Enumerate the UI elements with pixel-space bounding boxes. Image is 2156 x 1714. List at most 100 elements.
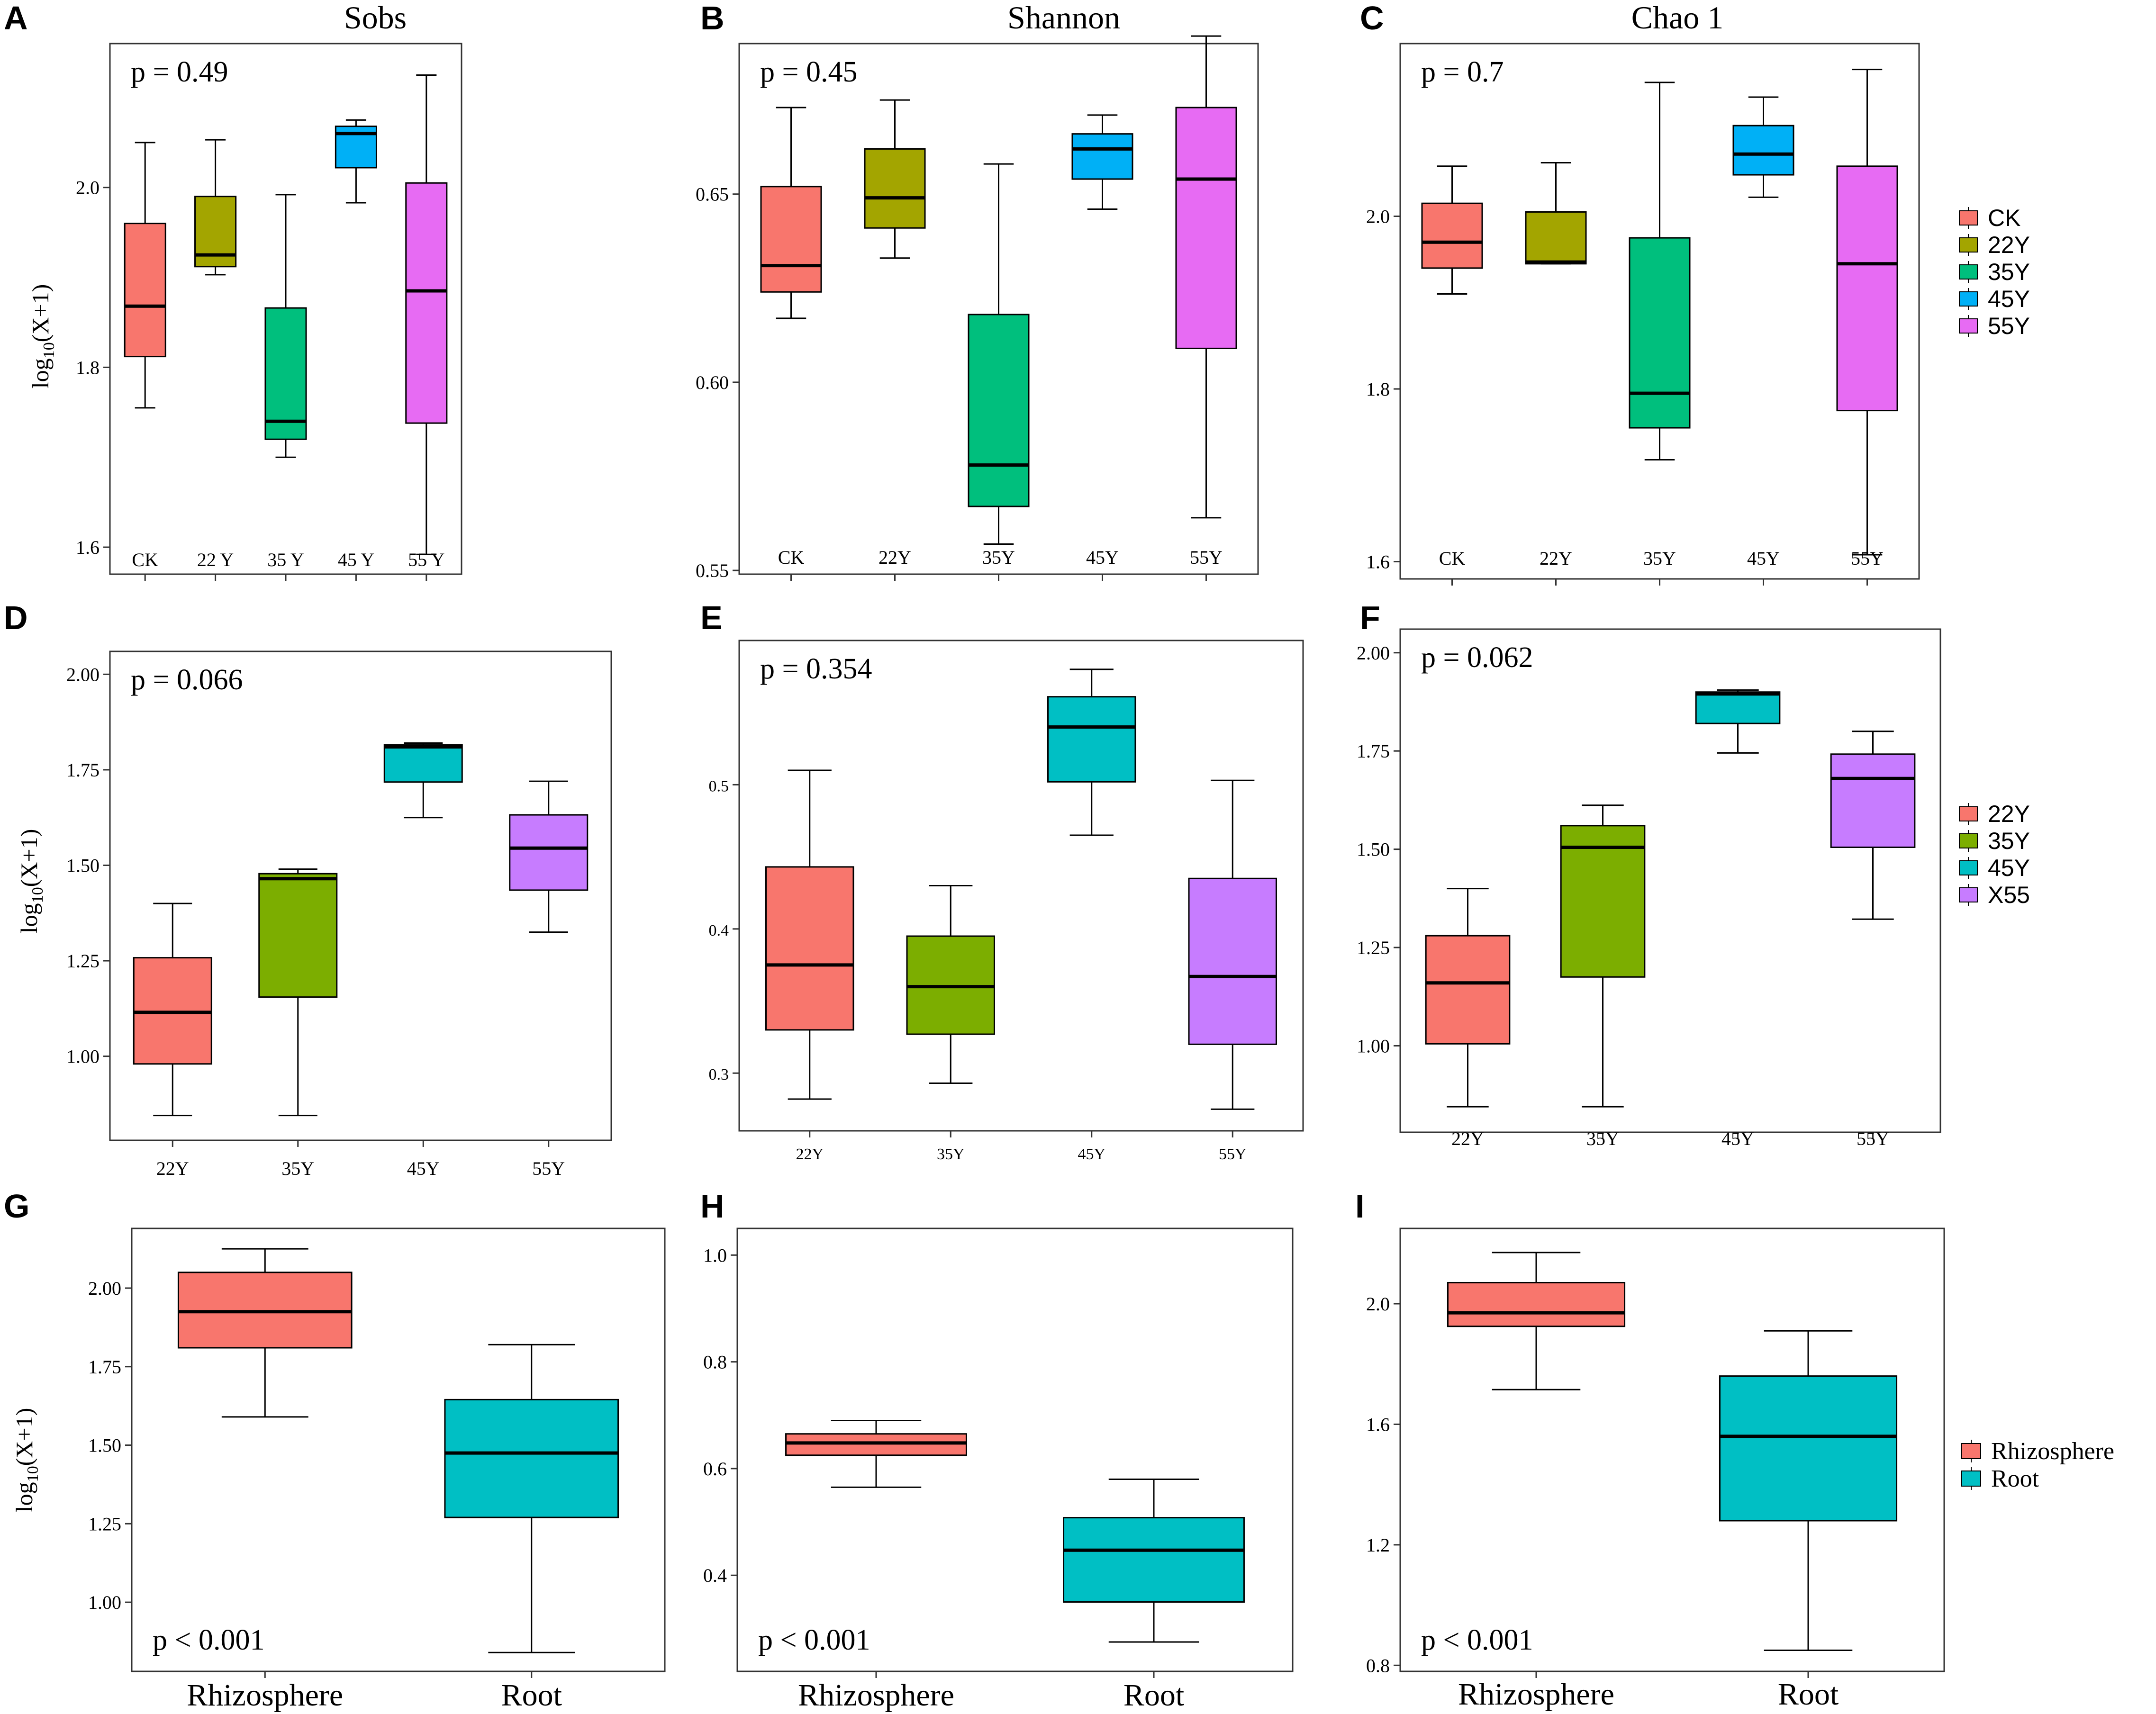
panel-h: H 0.4 0.6 0.8 1.0 Rhizosphere Root p < 0.001 bbox=[700, 1188, 1294, 1713]
legend-label: Root bbox=[1991, 1465, 2039, 1492]
panel-letter: I bbox=[1355, 1188, 1364, 1225]
box-55y bbox=[1830, 731, 1916, 920]
x-tick-label: 45Y bbox=[1086, 547, 1119, 568]
box-iqr bbox=[1063, 1517, 1245, 1603]
panel-letter: B bbox=[700, 0, 725, 36]
box-iqr bbox=[1188, 877, 1277, 1045]
box-45y bbox=[1695, 689, 1781, 754]
legend-item: X55 bbox=[1959, 882, 2030, 908]
box-45y bbox=[383, 742, 463, 819]
x-tick-label: 22Y bbox=[879, 547, 911, 568]
y-tick-label: 0.65 bbox=[696, 184, 729, 205]
panel-letter: E bbox=[700, 599, 723, 636]
p-value: p = 0.7 bbox=[1421, 56, 1504, 88]
box-iqr bbox=[864, 148, 926, 229]
legend-key bbox=[1959, 291, 1978, 307]
legend-item: 35Y bbox=[1959, 259, 2030, 285]
box-iqr bbox=[383, 744, 463, 783]
y-tick-label: 0.8 bbox=[1366, 1655, 1390, 1676]
y-tick-label: 0.8 bbox=[703, 1352, 727, 1373]
box-55y bbox=[1188, 779, 1277, 1110]
box-rhizosphere bbox=[177, 1248, 353, 1418]
legend-label: 45Y bbox=[1988, 855, 2030, 881]
legend-item: Rhizosphere bbox=[1961, 1438, 2114, 1465]
x-tick-label: 45Y bbox=[1747, 548, 1780, 569]
x-tick-label: 35Y bbox=[281, 1158, 314, 1179]
y-tick-label: 0.55 bbox=[696, 560, 729, 581]
legend-key bbox=[1959, 237, 1978, 253]
x-tick-label: 22 Y bbox=[197, 549, 234, 570]
legend-item: CK bbox=[1959, 205, 2020, 231]
legend-key bbox=[1959, 210, 1978, 226]
y-tick-label: 1.8 bbox=[1366, 379, 1390, 400]
y-tick-label: 1.75 bbox=[88, 1356, 121, 1378]
legend-key bbox=[1961, 1470, 1981, 1487]
y-tick-label: 2.00 bbox=[1357, 642, 1390, 664]
panel-letter: A bbox=[4, 0, 28, 36]
y-tick-label: 1.0 bbox=[703, 1245, 727, 1266]
y-tick-label: 0.4 bbox=[703, 1565, 727, 1586]
box-45y bbox=[1047, 668, 1136, 836]
p-value: p < 0.001 bbox=[758, 1624, 870, 1656]
y-axis-label: log10(X+1) bbox=[27, 284, 58, 389]
y-tick-label: 1.2 bbox=[1366, 1534, 1390, 1556]
plot-frame bbox=[738, 640, 1304, 1132]
box-55y bbox=[405, 74, 448, 555]
box-iqr bbox=[1629, 237, 1691, 429]
box-iqr bbox=[1560, 825, 1646, 978]
x-tick-label: 45 Y bbox=[338, 549, 374, 570]
x-tick-label: 45Y bbox=[1078, 1146, 1105, 1163]
plot-frame bbox=[736, 1227, 1294, 1672]
p-value: p = 0.45 bbox=[760, 56, 857, 88]
box-iqr bbox=[1421, 202, 1483, 269]
legend-key bbox=[1959, 833, 1978, 848]
x-tick-label: 22Y bbox=[796, 1146, 824, 1163]
legend-label: 55Y bbox=[1988, 313, 2030, 339]
box-iqr bbox=[968, 314, 1030, 507]
panel-letter: C bbox=[1360, 0, 1384, 36]
y-tick-label: 0.60 bbox=[696, 372, 729, 393]
y-tick-label: 0.3 bbox=[709, 1066, 729, 1083]
y-tick-label: 1.75 bbox=[1357, 740, 1390, 762]
x-tick-label: 55Y bbox=[1219, 1146, 1247, 1163]
plot-frame bbox=[109, 650, 612, 1141]
box-iqr bbox=[1732, 125, 1794, 176]
legend-item: 22Y bbox=[1959, 232, 2030, 258]
box-35y bbox=[264, 194, 307, 458]
p-value: p < 0.001 bbox=[153, 1624, 264, 1656]
box-rhizosphere bbox=[785, 1420, 967, 1488]
box-22y bbox=[1425, 888, 1511, 1108]
x-tick-label: 22Y bbox=[1540, 548, 1572, 569]
x-tick-label: CK bbox=[132, 549, 158, 570]
box-45y bbox=[335, 119, 377, 204]
x-tick-label: 22Y bbox=[1451, 1128, 1484, 1149]
x-tick-label: CK bbox=[778, 547, 805, 568]
legend-label: CK bbox=[1988, 205, 2020, 231]
x-tick-label: Rhizosphere bbox=[187, 1678, 343, 1713]
x-tick-label: CK bbox=[1439, 548, 1466, 569]
y-tick-label: 1.00 bbox=[1357, 1035, 1390, 1056]
box-35y bbox=[968, 163, 1030, 545]
y-tick-label: 1.00 bbox=[66, 1046, 100, 1067]
panel-letter: H bbox=[700, 1188, 725, 1225]
y-tick-label: 2.0 bbox=[76, 177, 100, 198]
box-iqr bbox=[1830, 753, 1916, 848]
box-iqr bbox=[760, 186, 822, 293]
box-iqr bbox=[1175, 107, 1237, 349]
box-iqr bbox=[1447, 1281, 1626, 1327]
panel-d: D 1.00 1.25 1.50 1.75 2.00 log10(X+1) 22Y 35Y 45Y… bbox=[4, 599, 612, 1179]
box-22y bbox=[194, 139, 237, 276]
x-tick-label: 55Y bbox=[1190, 547, 1223, 568]
box-iqr bbox=[405, 182, 448, 424]
p-value: p = 0.49 bbox=[131, 56, 228, 88]
legend-label: 22Y bbox=[1988, 232, 2030, 258]
box-22y bbox=[864, 99, 926, 259]
box-iqr bbox=[1071, 133, 1133, 180]
y-tick-label: 1.50 bbox=[88, 1435, 121, 1456]
legend-key bbox=[1959, 887, 1978, 902]
box-root bbox=[444, 1344, 619, 1653]
